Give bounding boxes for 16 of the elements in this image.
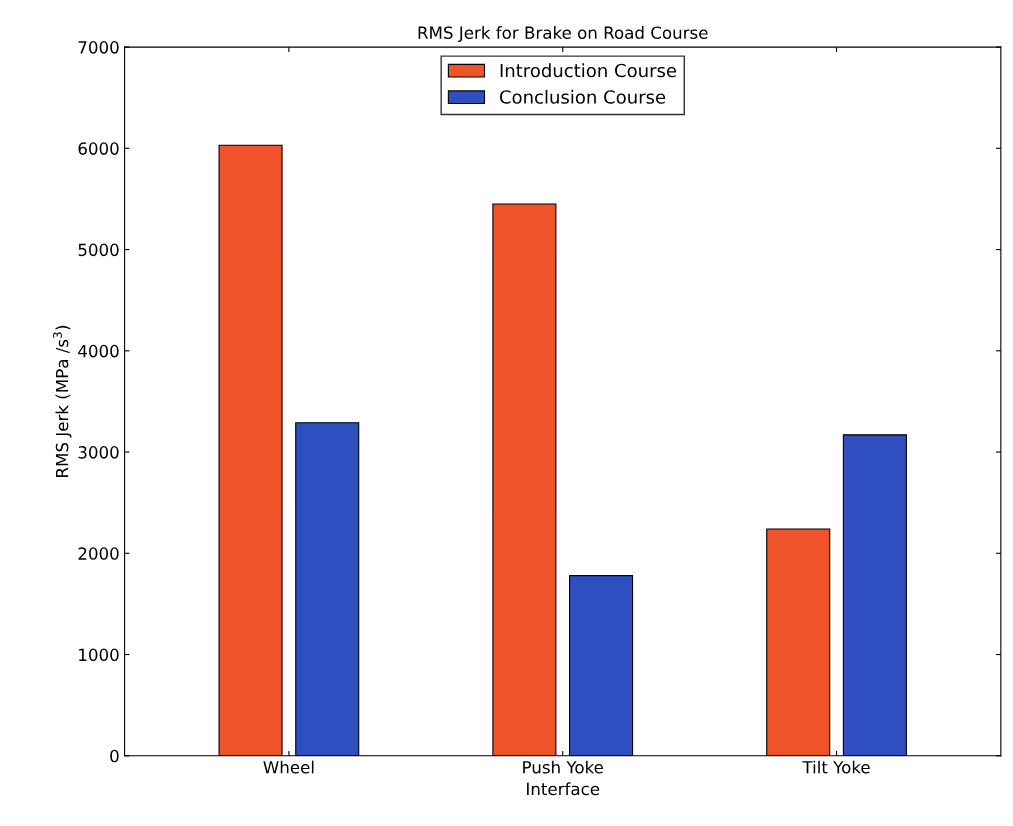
- y-tick-label: 7000: [78, 41, 119, 54]
- y-tick-label: 1000: [79, 648, 119, 662]
- x-tick-label: Push Yoke: [523, 760, 604, 774]
- legend-label: Conclusion Course: [499, 89, 666, 104]
- legend-label: Introduction Course: [500, 63, 677, 78]
- x-tick-label: Tilt Yoke: [802, 760, 870, 774]
- y-axis-title: RMS Jerk (MPa /s$^{3}$): [53, 325, 72, 477]
- y-tick-label: 5000: [78, 243, 119, 257]
- chart-title: RMS Jerk for Brake on Road Course: [418, 26, 708, 43]
- y-tick-label: 2000: [78, 547, 119, 560]
- x-tick-label: Wheel: [263, 760, 314, 774]
- x-axis-title: Interface: [527, 782, 600, 796]
- y-tick-label: 6000: [78, 142, 119, 155]
- y-tick-label: 0: [110, 749, 119, 763]
- y-tick-label: 4000: [78, 344, 119, 358]
- y-tick-label: 3000: [78, 446, 119, 459]
